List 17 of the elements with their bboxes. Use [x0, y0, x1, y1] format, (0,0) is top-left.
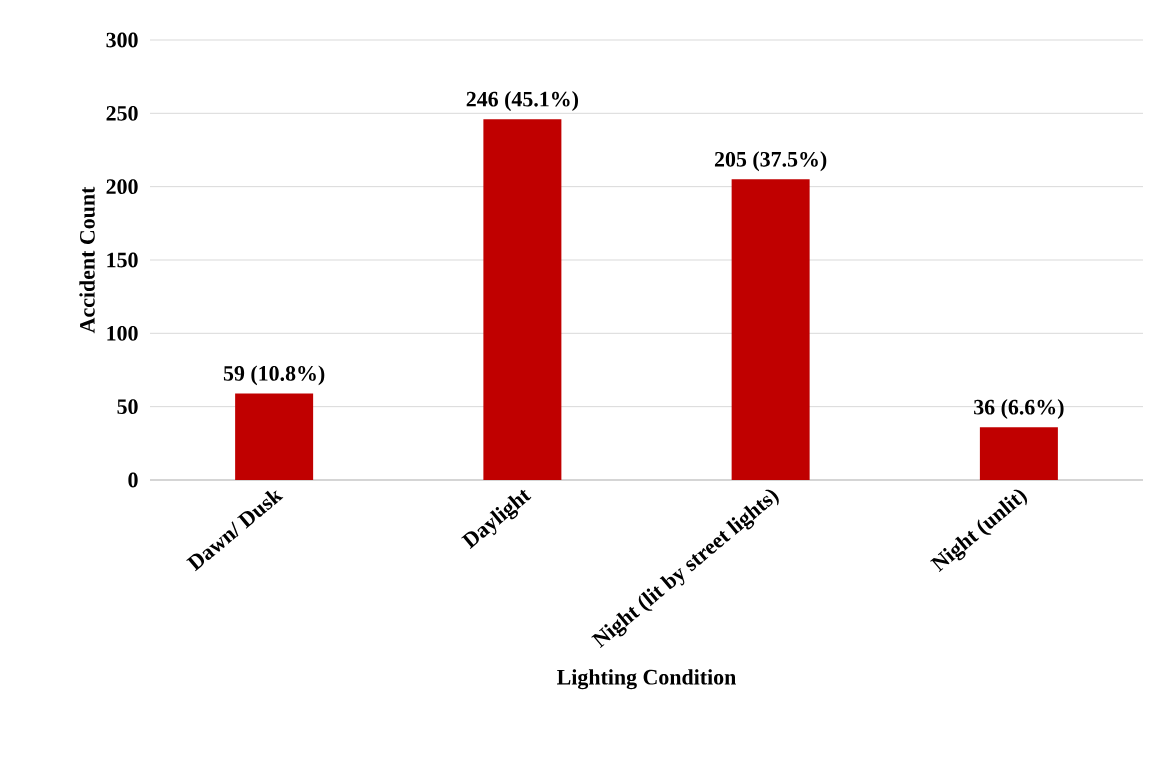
- y-axis-title: Accident Count: [79, 186, 95, 334]
- bar: [483, 119, 562, 480]
- bar: [979, 427, 1058, 480]
- bar: [731, 179, 810, 480]
- data-label: 246 (45.1%): [466, 91, 579, 111]
- data-label: 59 (10.8%): [223, 365, 325, 386]
- y-tick-label: 100: [107, 325, 138, 341]
- y-tick-label: 150: [107, 252, 138, 268]
- y-tick-label: 300: [106, 32, 138, 48]
- x-axis-title: Lighting Condition: [557, 669, 736, 690]
- y-tick-label: 0: [128, 472, 138, 488]
- y-tick-label: 250: [106, 105, 138, 121]
- bar: [235, 393, 314, 480]
- data-label: 36 (6.6%): [974, 399, 1064, 419]
- data-label: 205 (37.5%): [714, 151, 827, 172]
- y-tick-label: 200: [106, 179, 138, 195]
- y-tick-label: 50: [117, 399, 138, 415]
